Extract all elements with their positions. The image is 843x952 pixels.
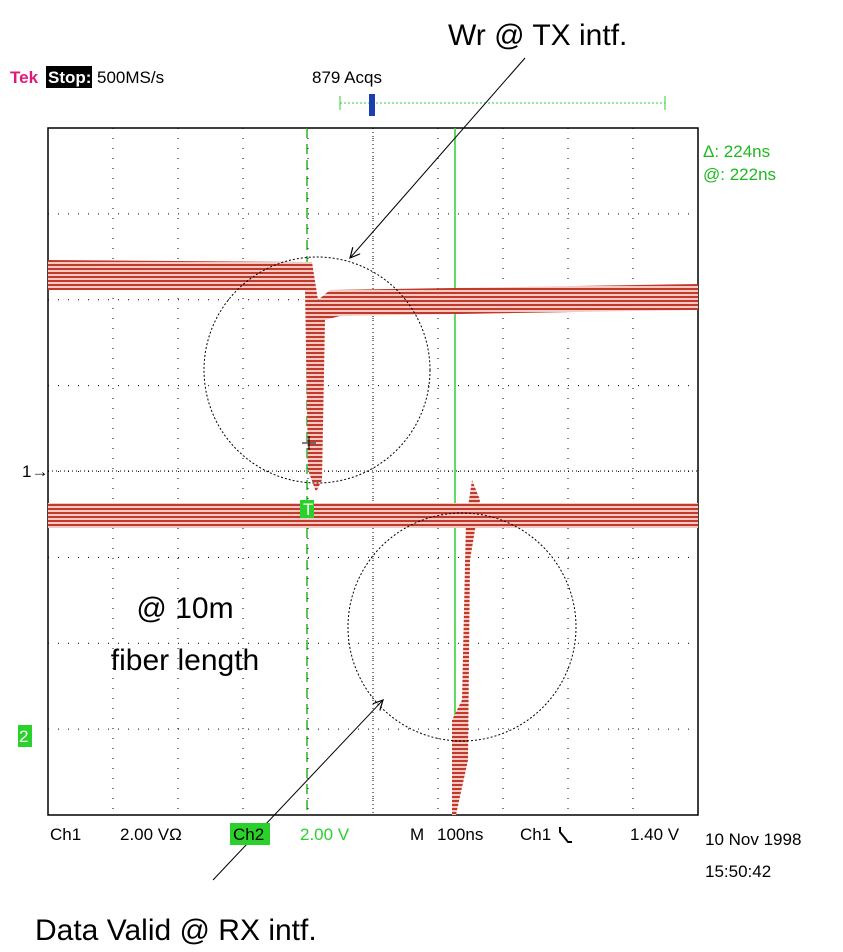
cursor-delta: Δ: 224ns [703, 142, 770, 161]
arrow [213, 700, 383, 880]
trigger-source: Ch1 [520, 825, 551, 844]
trigger-marker: T [303, 500, 313, 519]
ch2-trace [452, 480, 480, 815]
page: Tek Stop: 500MS/s 879 Acqs Δ: 224ns @: 2… [0, 0, 843, 952]
scope-screenshot: Tek Stop: 500MS/s 879 Acqs Δ: 224ns @: 2… [0, 0, 843, 952]
annotation-bottom: Data Valid @ RX intf. [35, 914, 317, 947]
ch2-label: Ch2 [233, 825, 264, 844]
note-line-1: @ 10m [136, 592, 233, 625]
state: Stop: [48, 68, 91, 87]
ch1-marker: 1→ [22, 462, 48, 481]
trigger-level: 1.40 V [630, 825, 680, 844]
ch2-scale: 2.00 V [300, 825, 350, 844]
m-label: M [410, 825, 424, 844]
ch1-trace [305, 262, 698, 492]
brand: Tek [10, 68, 39, 87]
ch1-scale: 2.00 VΩ [120, 825, 182, 844]
falling-edge-icon [560, 827, 572, 842]
sample-rate: 500MS/s [97, 68, 164, 87]
time: 15:50:42 [705, 862, 771, 881]
timebase: 100ns [437, 825, 483, 844]
date: 10 Nov 1998 [705, 830, 801, 849]
note-line-2: fiber length [111, 644, 259, 677]
ch1-label: Ch1 [50, 825, 81, 844]
annotation-top: Wr @ TX intf. [448, 19, 627, 52]
ch1-trace [48, 260, 305, 290]
ch2-trace [48, 503, 698, 528]
ch2-marker: 2→ [19, 727, 45, 746]
cursor-at: @: 222ns [703, 165, 776, 184]
acquisitions: 879 Acqs [312, 68, 382, 87]
trigger-position [369, 94, 375, 116]
